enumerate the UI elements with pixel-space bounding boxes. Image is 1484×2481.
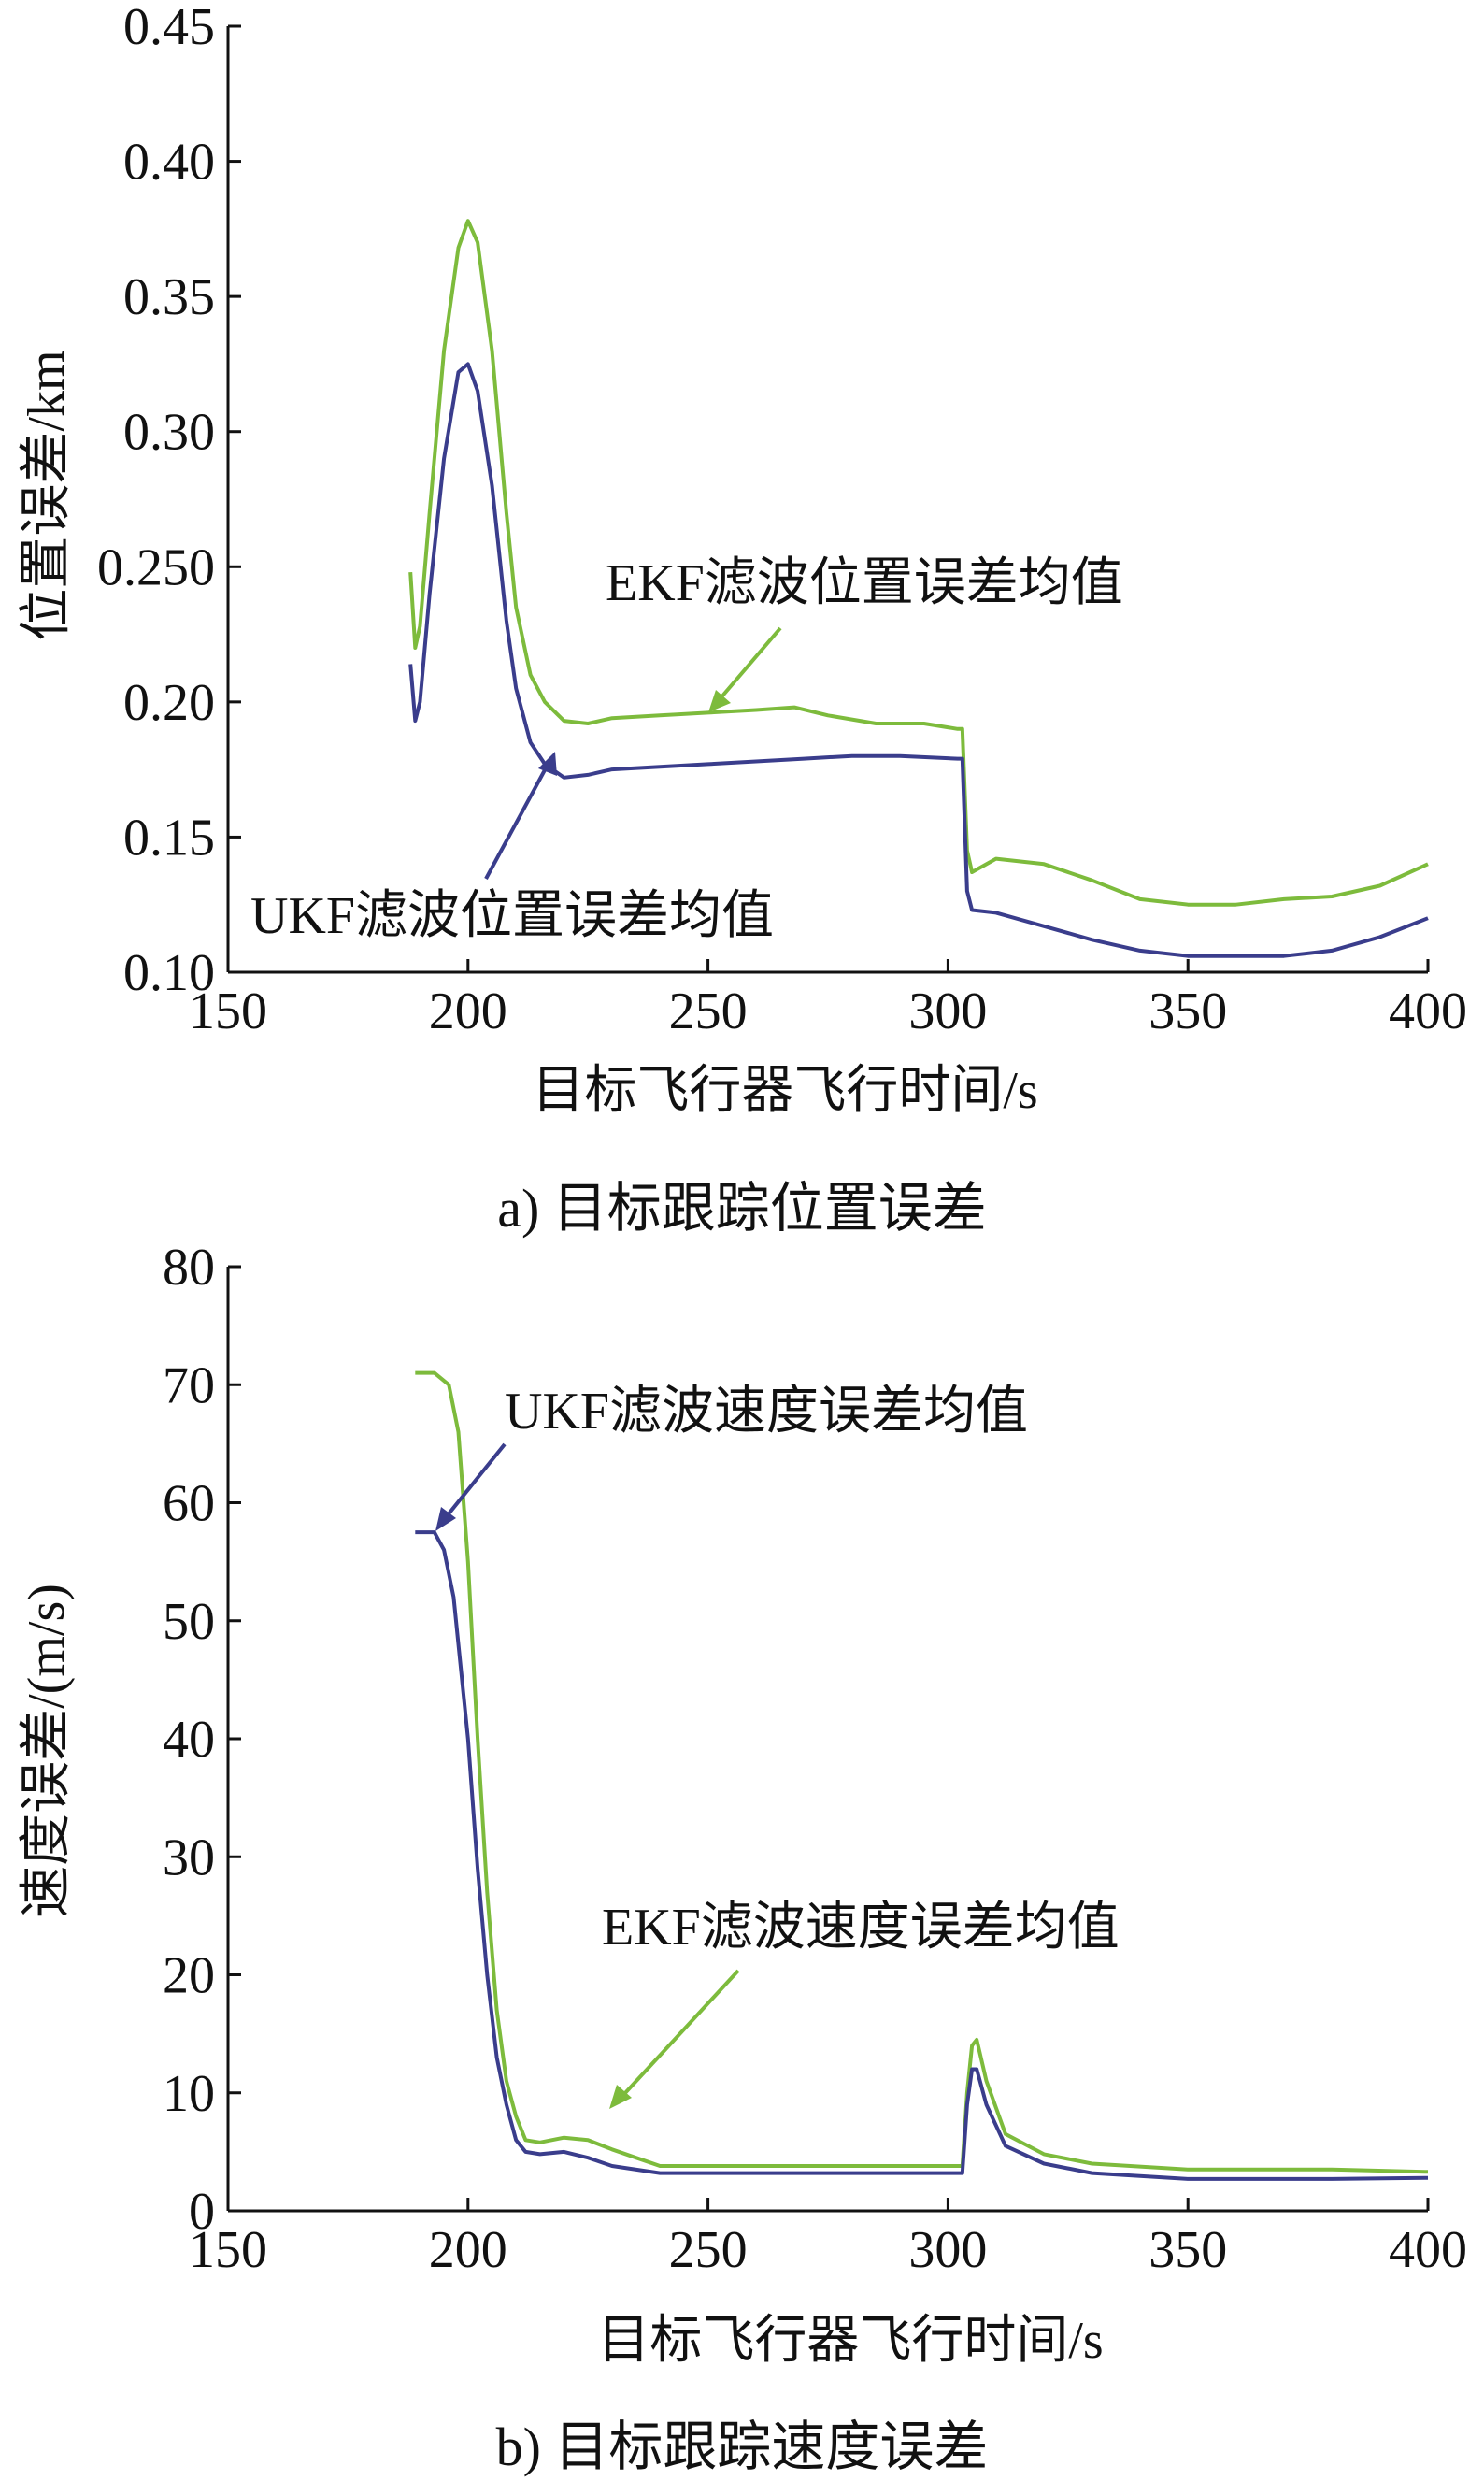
- velocity-ukf-arrowhead: [435, 1507, 456, 1531]
- position-ekf-arrow: [718, 626, 782, 701]
- velocity-error-ytick-label: 60: [163, 1475, 215, 1533]
- position-error-ytick-label: 0.20: [123, 674, 215, 732]
- position-error-ytick-label: 0.40: [123, 134, 215, 192]
- velocity-error-ylabel: 速度误差/(m/s): [18, 1584, 76, 1918]
- position-error-ticks: 150 200 250 300 350 400 0.10 0.15 0.20 0.250 0.30 0…: [97, 0, 1467, 1040]
- velocity-error-ytick-label: 40: [163, 1711, 215, 1769]
- caption-a: a) 目标跟踪位置误差: [497, 1178, 987, 1239]
- position-error-ytick-label: 0.30: [123, 404, 215, 462]
- velocity-error-xlabel: 目标飞行器飞行时间/s: [597, 2312, 1103, 2370]
- velocity-ekf-annotation: EKF滤波速度误差均值: [602, 1899, 1120, 1957]
- velocity-error-ekf-line: [415, 1370, 1429, 2174]
- velocity-error-ytick-label: 0: [189, 2183, 215, 2241]
- position-error-xtick-label: 200: [429, 982, 507, 1040]
- position-error-xtick-label: 350: [1149, 982, 1227, 1040]
- velocity-error-series: [415, 1370, 1429, 2181]
- velocity-ekf-arrowhead: [609, 2085, 632, 2109]
- position-error-xtick-label: 150: [189, 982, 267, 1040]
- velocity-error-ticks: 150 200 250 300 350 400 0 10 20 30 40 50 60 70 80: [163, 1239, 1467, 2279]
- velocity-ekf-arrow: [622, 1969, 740, 2096]
- velocity-error-ytick-label: 70: [163, 1356, 215, 1414]
- position-error-ytick-label: 0.15: [123, 809, 215, 867]
- velocity-error-xtick-label: 150: [189, 2221, 267, 2279]
- position-error-chart: 150 200 250 300 350 400 0.10 0.15 0.20 0.250 0.30 0…: [18, 0, 1467, 1120]
- velocity-error-xtick-label: 300: [908, 2221, 987, 2279]
- velocity-error-ytick-label: 10: [163, 2065, 215, 2123]
- position-ukf-annotation: UKF滤波位置误差均值: [250, 887, 774, 945]
- velocity-error-xtick-label: 200: [429, 2221, 507, 2279]
- velocity-error-xtick-label: 250: [669, 2221, 748, 2279]
- position-error-ytick-label: 0.250: [97, 538, 215, 596]
- velocity-error-xtick-label: 400: [1389, 2221, 1467, 2279]
- caption-b: b) 目标跟踪速度误差: [495, 2416, 989, 2477]
- velocity-ukf-annotation: UKF滤波速度误差均值: [505, 1383, 1028, 1441]
- position-error-xtick-label: 300: [908, 982, 987, 1040]
- position-error-ytick-label: 0.10: [123, 944, 215, 1002]
- position-error-series: [408, 219, 1429, 958]
- velocity-error-ukf-line: [415, 1530, 1429, 2181]
- position-error-xlabel: 目标飞行器飞行时间/s: [532, 1062, 1037, 1120]
- position-error-ytick-label: 0.45: [123, 0, 215, 56]
- position-error-xtick-label: 400: [1389, 982, 1467, 1040]
- position-ukf-arrow: [484, 766, 549, 880]
- velocity-error-ytick-label: 20: [163, 1947, 215, 2005]
- position-error-ukf-line: [408, 362, 1429, 958]
- velocity-error-ytick-label: 50: [163, 1593, 215, 1651]
- position-ukf-arrowhead: [538, 752, 557, 776]
- velocity-ukf-arrow: [445, 1442, 507, 1518]
- position-error-xtick-label: 250: [669, 982, 748, 1040]
- position-error-ytick-label: 0.35: [123, 268, 215, 326]
- position-ekf-annotation: EKF滤波位置误差均值: [606, 554, 1123, 612]
- velocity-error-xtick-label: 350: [1149, 2221, 1227, 2279]
- position-error-ekf-line: [408, 219, 1429, 907]
- position-error-ylabel: 位置误差/km: [18, 350, 76, 640]
- position-ekf-arrowhead: [708, 690, 731, 712]
- velocity-error-ytick-label: 80: [163, 1239, 215, 1297]
- position-error-axes: [226, 26, 1428, 974]
- velocity-error-chart: 150 200 250 300 350 400 0 10 20 30 40 50 60 70 80 目标飞行…: [18, 1239, 1467, 2370]
- velocity-error-ytick-label: 30: [163, 1828, 215, 1886]
